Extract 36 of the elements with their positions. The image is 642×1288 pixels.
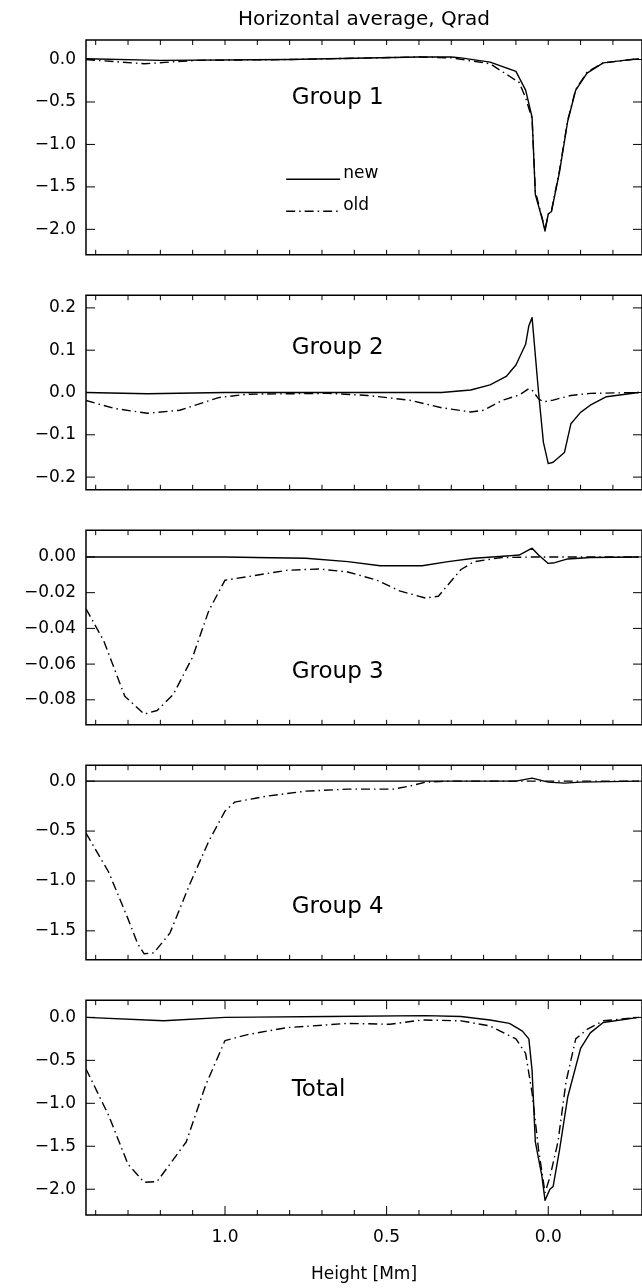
y-tick-label: −2.0 (34, 1177, 76, 1198)
y-tick-label: −1.0 (34, 132, 76, 153)
legend-label: new (343, 161, 379, 182)
y-tick-label: 0.2 (48, 296, 76, 317)
y-tick-label: −0.02 (23, 581, 76, 602)
y-tick-label: −0.06 (23, 652, 76, 673)
annotation: Group 2 (291, 332, 384, 359)
y-tick-label: −0.04 (23, 616, 76, 637)
chart-title: Horizontal average, Qrad (238, 6, 490, 31)
y-tick-label: 0.0 (48, 769, 76, 790)
y-tick-label: 0.1 (48, 338, 76, 359)
annotation: Group 1 (291, 82, 384, 109)
y-tick-label: 0.0 (48, 380, 76, 401)
annotation: Total (290, 1075, 346, 1102)
y-tick-label: −1.0 (34, 869, 76, 890)
y-tick-label: −0.5 (34, 819, 76, 840)
x-tick-label: 0.5 (373, 1225, 401, 1246)
y-tick-label: −0.2 (34, 465, 76, 486)
y-tick-label: −0.08 (23, 688, 76, 709)
y-tick-label: −1.0 (34, 1091, 76, 1112)
legend-label: old (343, 193, 370, 214)
y-tick-label: −1.5 (34, 919, 76, 940)
annotation: Group 3 (291, 657, 384, 684)
annotation: Group 4 (291, 892, 384, 919)
y-tick-label: 0.0 (48, 47, 76, 68)
x-axis-title: Height [Mm] (310, 1263, 418, 1284)
y-tick-label: −2.0 (34, 217, 76, 238)
y-tick-label: −1.5 (34, 175, 76, 196)
y-tick-label: 0.00 (38, 545, 76, 566)
x-tick-label: 1.0 (211, 1225, 239, 1246)
y-tick-label: −1.5 (34, 1134, 76, 1155)
y-tick-label: −0.5 (34, 90, 76, 111)
y-tick-label: −0.5 (34, 1048, 76, 1069)
x-tick-label: 0.0 (534, 1225, 562, 1246)
y-tick-label: 0.0 (48, 1005, 76, 1026)
y-tick-label: −0.1 (34, 423, 76, 444)
